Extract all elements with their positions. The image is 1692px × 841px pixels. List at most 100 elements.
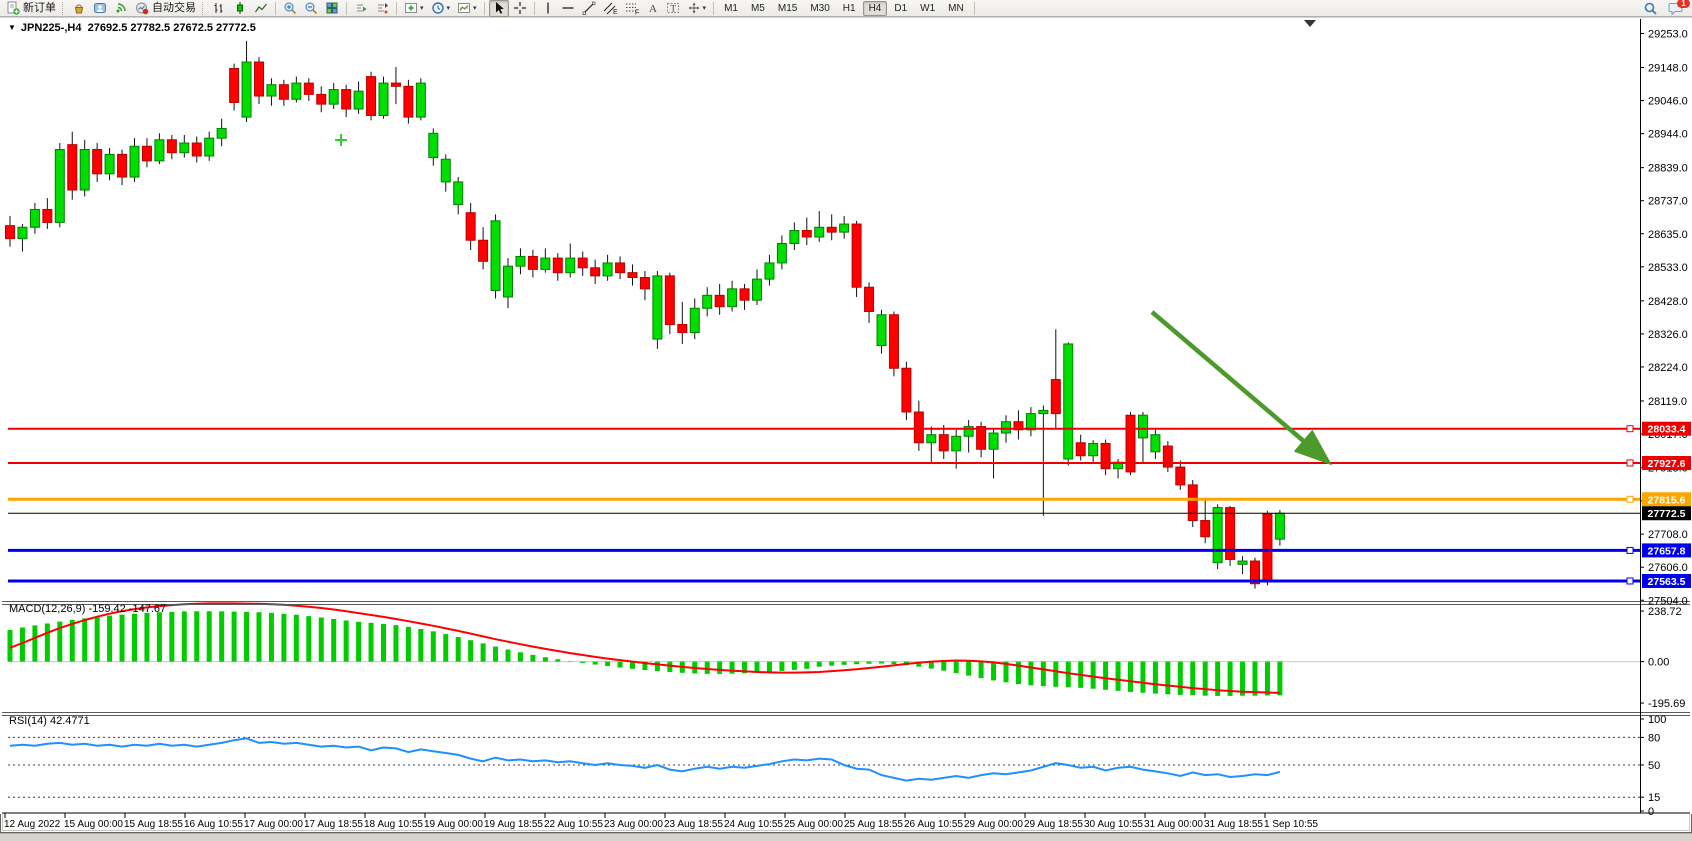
line-handle[interactable] [1626,546,1634,554]
chart-shift-marker[interactable] [1304,20,1316,27]
timeframe-m5-button[interactable]: M5 [750,2,765,14]
candle [590,267,601,277]
chart-canvas[interactable]: 29253.0 29148.0 29046.0 28944.0 28839.0 28737… [0,18,1692,833]
candlestick-icon [233,1,247,15]
line-handle[interactable] [1626,577,1634,585]
templates-button[interactable]: ▾ [454,0,480,17]
price-tick-label: 28119.0 [1648,396,1687,408]
date-tick-label: 19 Aug 00:00 [424,819,483,830]
candle [776,242,787,264]
chart-symbol-period: JPN225-,H4 [20,22,82,34]
toolbar-separator [346,1,347,15]
zoom-in-button[interactable] [280,0,300,17]
chart-shift-button[interactable] [372,0,392,17]
price-tick-label: 28428.0 [1648,296,1688,308]
candle [353,90,364,110]
chat-button[interactable]: 1 [1665,0,1690,17]
timeframe-w1-button[interactable]: W1 [920,2,936,14]
horizontal-line-button[interactable] [558,0,578,17]
candle [851,223,862,288]
timeframe-m30-button[interactable]: M30 [810,2,830,14]
timeframe-h4-button[interactable]: H4 [862,0,888,16]
price-tick-label: 28737.0 [1648,196,1688,208]
svg-text:T: T [670,4,676,14]
indicators-button[interactable]: ▾ [401,0,427,17]
horizontal-line-icon [561,1,575,15]
tile-windows-button[interactable] [322,0,342,17]
candle [1175,466,1186,486]
candle [453,181,464,206]
arrows-button[interactable]: ▾ [684,0,710,17]
fibonacci-button[interactable]: F [622,0,643,17]
price-tick-label: 28326.0 [1648,329,1688,341]
trend-arrow[interactable] [1150,310,1333,466]
styler-button[interactable] [69,0,89,17]
auto-scroll-button[interactable] [351,0,371,17]
date-tick-label: 26 Aug 10:55 [904,819,963,830]
price-level-badge [1642,573,1691,588]
date-tick-label: 24 Aug 10:55 [724,819,783,830]
cursor-button[interactable] [488,0,509,17]
candle [1237,560,1248,565]
chart-menu-triangle-icon[interactable]: ▼ [8,23,16,32]
candle [229,67,240,104]
bar-chart-button[interactable] [209,0,229,17]
search-button[interactable] [1640,0,1661,17]
candle [1063,343,1074,460]
candle [926,434,937,444]
rsi-scale-label: 50 [1648,760,1660,772]
price-level-badge-label: 27772.5 [1648,508,1686,520]
candle [864,286,875,313]
date-tick-label: 15 Aug 00:00 [64,819,123,830]
candle [5,225,15,240]
new-order-label: 新订单 [23,1,56,14]
crosshair-button[interactable] [510,0,530,17]
date-tick-label: 25 Aug 00:00 [784,819,843,830]
channel-button[interactable]: E [600,0,621,17]
text-label-button[interactable]: T [663,0,683,17]
profiles-button[interactable] [90,0,110,17]
timeframe-h1-button[interactable]: H1 [842,2,856,14]
candle [552,257,563,274]
candle [316,93,327,105]
vertical-line-button[interactable] [539,0,557,17]
candle [714,294,725,308]
indicators-icon [404,1,418,15]
chevron-down-icon: ▾ [420,5,424,12]
autotrading-button[interactable]: 自动交易 [132,0,199,17]
candle [752,278,762,301]
candle [503,265,513,298]
line-chart-button[interactable] [251,0,271,17]
candle [951,435,962,452]
candle [1150,434,1161,453]
new-order-button[interactable]: 新订单 [3,0,59,17]
timeframe-d1-button[interactable]: D1 [894,2,908,14]
candle [154,139,165,162]
line-handle[interactable] [1626,459,1634,467]
candle [527,255,538,270]
svg-text:E: E [613,9,618,15]
trendline-button[interactable] [579,0,599,17]
alerts-button[interactable] [111,0,131,17]
timeframe-m1-button[interactable]: M1 [724,2,738,14]
timeframe-m15-button[interactable]: M15 [777,2,798,14]
candle [478,239,489,262]
line-handle[interactable] [1626,425,1634,433]
timeframe-mn-button[interactable]: MN [948,2,964,14]
date-tick-label: 15 Aug 18:55 [124,819,183,830]
chart-template-icon [457,1,471,15]
text-button[interactable]: A [644,0,662,17]
candlestick-chart-button[interactable] [230,0,250,17]
candle [17,226,28,240]
toolbar-separator [202,1,206,15]
candle [727,288,738,308]
equidistant-channel-icon: E [603,1,618,15]
candle [702,294,713,309]
periods-button[interactable]: ▾ [428,0,454,17]
candle [988,432,999,450]
zoom-out-button[interactable] [301,0,321,17]
line-handle[interactable] [1626,495,1634,503]
signal-icon [114,1,128,15]
date-tick-label: 31 Aug 00:00 [1144,819,1203,830]
candle [79,149,90,191]
